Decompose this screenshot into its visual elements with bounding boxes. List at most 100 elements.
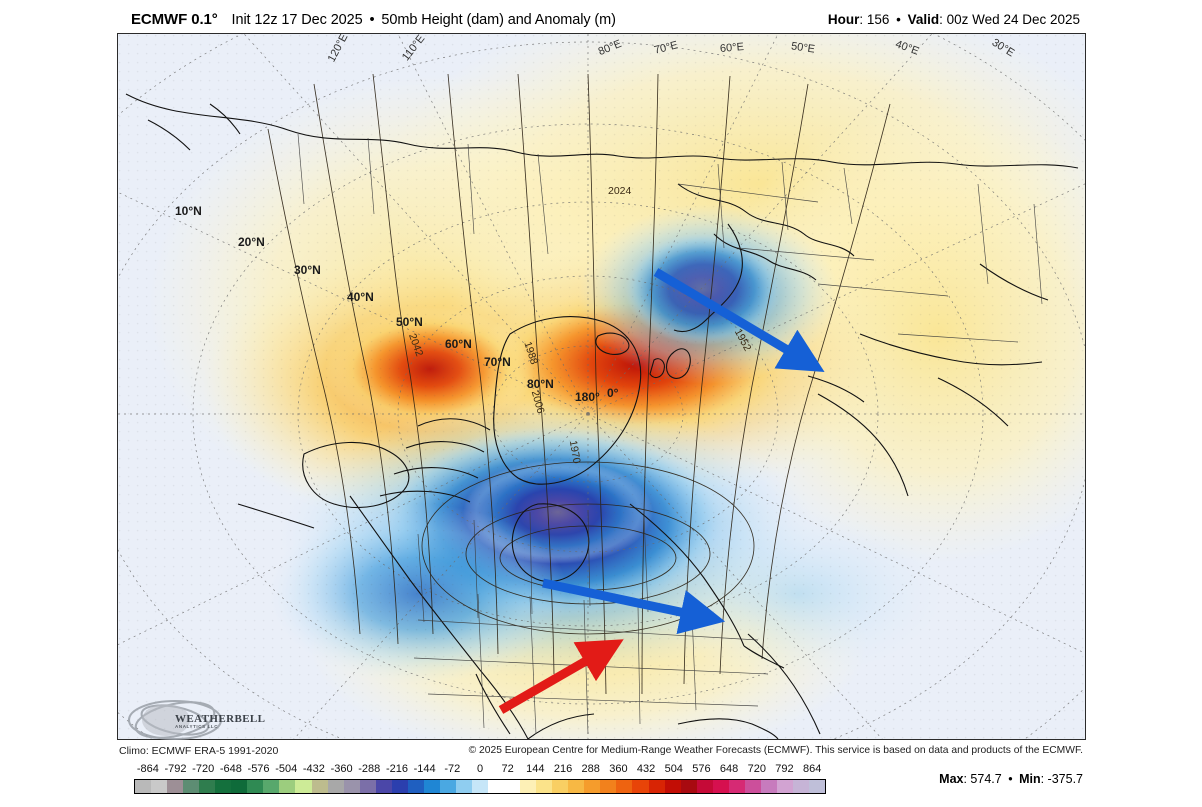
colorbar-tick: -720	[192, 763, 215, 775]
logo-subtitle: ANALYTICS LLC	[175, 724, 219, 729]
colorbar-cell	[391, 780, 408, 793]
colorbar-cell	[295, 780, 312, 793]
colorbar-tick: -216	[385, 763, 408, 775]
colorbar-cell	[760, 780, 777, 793]
weatherbell-wordmark: WEATHERBELL ANALYTICS LLC	[175, 713, 265, 729]
colorbar-cell	[808, 780, 826, 793]
colorbar-cell	[536, 780, 553, 793]
colorbar-cell	[359, 780, 376, 793]
colorbar-cell	[311, 780, 328, 793]
colorbar-tick-labels: -864 -792 -720 -648 -576 -504 -432 -360 -288 -216…	[134, 763, 826, 778]
lat-label: 20°N	[238, 235, 265, 249]
colorbar-cell	[552, 780, 569, 793]
logo-word-weather: WEATHER	[175, 713, 235, 725]
colorbar-tick: 288	[581, 763, 600, 775]
colorbar-tick: 360	[609, 763, 628, 775]
colorbar-cell	[215, 780, 232, 793]
forecast-validity: Hour: 156 • Valid: 00z Wed 24 Dec 2025	[828, 12, 1080, 27]
colorbar-tick: -288	[358, 763, 381, 775]
colorbar-cell	[375, 780, 392, 793]
colorbar-tick: 504	[664, 763, 683, 775]
colorbar-tick: -504	[275, 763, 298, 775]
colorbar-cell	[343, 780, 360, 793]
max-value: : 574.7	[963, 772, 1002, 786]
colorbar-tick: 216	[553, 763, 573, 775]
colorbar-cell	[439, 780, 456, 793]
climatology-note: Climo: ECMWF ERA-5 1991-2020	[119, 745, 279, 757]
colorbar-cell	[455, 780, 472, 793]
height-contour-label: 2024	[608, 185, 632, 197]
red-arrow-us-plains	[498, 639, 624, 714]
blue-arrow-atlantic	[653, 268, 825, 373]
colorbar-cell	[135, 780, 152, 793]
ecmwf-credit: © 2025 European Centre for Medium-Range …	[468, 745, 1083, 756]
colorbar-cell	[407, 780, 424, 793]
colorbar-tick: -648	[219, 763, 242, 775]
lat-label: 30°N	[294, 263, 321, 277]
model-name: ECMWF 0.1°	[131, 11, 218, 28]
colorbar-tick: 864	[802, 763, 822, 775]
colorbar-cell	[696, 780, 713, 793]
center-longitude-label: 180°	[575, 390, 600, 404]
colorbar-cell	[792, 780, 809, 793]
colorbar-cell	[600, 780, 617, 793]
min-value: : -375.7	[1040, 772, 1083, 786]
colorbar-tick: 792	[775, 763, 794, 775]
colorbar-cell	[568, 780, 585, 793]
map-title: ECMWF 0.1° Init 12z 17 Dec 2025 • 50mb H…	[131, 11, 616, 28]
colorbar-tick: 0	[476, 763, 484, 775]
extrema-bullet: •	[1008, 772, 1013, 786]
colorbar-cell	[471, 780, 489, 793]
valid-label: Valid	[907, 12, 940, 27]
colorbar-cell	[504, 780, 521, 793]
colorbar-tick: -792	[164, 763, 187, 775]
colorbar-cell	[712, 780, 729, 793]
colorbar-tick: 72	[501, 763, 514, 775]
forecast-map[interactable]: 10°N 20°N 30°N 40°N 50°N 60°N 70°N 80°N …	[117, 33, 1086, 740]
colorbar-cell	[664, 780, 681, 793]
colorbar-cell	[648, 780, 665, 793]
colorbar-cell	[632, 780, 649, 793]
lat-label: 40°N	[347, 290, 374, 304]
field-extrema: Max: 574.7 • Min: -375.7	[939, 772, 1083, 786]
colorbar[interactable]: -864 -792 -720 -648 -576 -504 -432 -360 -288 -216…	[134, 763, 826, 794]
lat-label: 50°N	[396, 315, 423, 329]
header-bar: ECMWF 0.1° Init 12z 17 Dec 2025 • 50mb H…	[0, 0, 1202, 34]
colorbar-tick: -864	[136, 763, 159, 775]
colorbar-cell	[728, 780, 745, 793]
colorbar-tick: -144	[413, 763, 436, 775]
colorbar-cell	[279, 780, 296, 793]
colorbar-tick: 144	[526, 763, 545, 775]
colorbar-cell	[167, 780, 184, 793]
anomaly-shading	[118, 34, 1085, 739]
colorbar-cell	[231, 780, 248, 793]
validity-bullet: •	[896, 12, 901, 27]
colorbar-tick: 576	[692, 763, 711, 775]
colorbar-gradient	[134, 779, 826, 794]
center-longitude-label: 0°	[607, 386, 619, 400]
colorbar-cell	[183, 780, 200, 793]
colorbar-cell	[199, 780, 216, 793]
lat-label: 70°N	[484, 355, 511, 369]
lat-label: 10°N	[175, 204, 202, 218]
colorbar-tick: -432	[302, 763, 325, 775]
colorbar-cell	[744, 780, 761, 793]
hour-label: Hour	[827, 12, 860, 27]
min-label: Min	[1019, 772, 1041, 786]
lon-label: 60°E	[719, 40, 745, 56]
colorbar-cell	[247, 780, 264, 793]
max-label: Max	[939, 772, 964, 786]
title-bullet: •	[369, 12, 375, 28]
lat-label: 60°N	[445, 337, 472, 351]
init-time: Init 12z 17 Dec 2025	[231, 12, 363, 28]
colorbar-cell	[776, 780, 793, 793]
weatherbell-logo[interactable]	[122, 697, 228, 743]
colorbar-cell	[488, 780, 505, 793]
hour-value: : 156	[859, 12, 890, 27]
colorbar-cell	[584, 780, 601, 793]
colorbar-cell	[423, 780, 440, 793]
colorbar-tick: -72	[444, 763, 461, 775]
colorbar-tick: -576	[247, 763, 270, 775]
lat-label: 80°N	[527, 377, 554, 391]
field-description: 50mb Height (dam) and Anomaly (m)	[381, 12, 616, 28]
